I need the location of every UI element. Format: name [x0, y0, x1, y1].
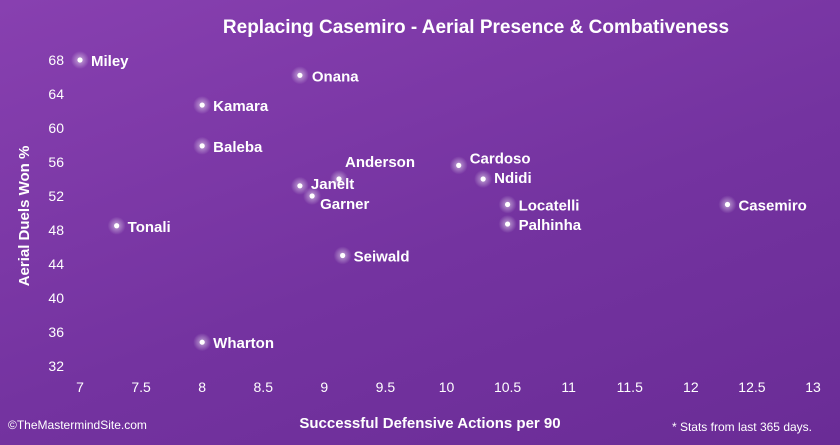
- data-point: [114, 223, 120, 229]
- data-point: [480, 176, 486, 182]
- point-label: Seiwald: [354, 249, 410, 266]
- stats-note: * Stats from last 365 days.: [672, 420, 812, 434]
- data-point: [199, 339, 205, 345]
- data-point: [297, 72, 303, 78]
- y-tick-label: 40: [48, 290, 64, 306]
- y-tick-label: 36: [48, 324, 64, 340]
- x-axis-ticks: 7 7.5 8 8.5 9 9.5 10 10.5 11 11.5 12 12.5 13: [76, 379, 821, 395]
- point-label: Garner: [320, 196, 369, 213]
- x-tick-label: 8: [198, 379, 206, 395]
- y-tick-label: 32: [48, 358, 64, 374]
- data-points: Miley Onana Kamara Baleba Anderson Janelt Garn…: [71, 51, 807, 352]
- y-tick-label: 64: [48, 86, 64, 102]
- x-tick-label: 9: [320, 379, 328, 395]
- data-point: [456, 162, 462, 168]
- point-label: Casemiro: [738, 198, 806, 215]
- y-axis-ticks: 32 36 40 44 48 52 56 60 64 68: [48, 52, 64, 374]
- data-point: [199, 143, 205, 149]
- point-label: Baleba: [213, 139, 263, 156]
- y-tick-label: 44: [48, 256, 64, 272]
- source-credit: ©TheMastermindSite.com: [8, 418, 147, 432]
- x-tick-label: 11: [561, 379, 576, 395]
- x-tick-label: 13: [805, 379, 821, 395]
- data-point: [309, 193, 315, 199]
- y-tick-label: 48: [48, 222, 64, 238]
- x-tick-label: 7: [76, 379, 84, 395]
- data-point: [504, 221, 511, 227]
- point-label: Miley: [91, 53, 129, 70]
- point-label: Kamara: [213, 98, 269, 115]
- point-label: Janelt: [311, 176, 354, 193]
- x-tick-label: 12: [683, 379, 699, 395]
- point-label: Wharton: [213, 335, 274, 352]
- point-label: Ndidi: [494, 170, 532, 187]
- x-tick-label: 10.5: [494, 379, 521, 395]
- point-label: Onana: [312, 68, 359, 85]
- x-axis-label: Successful Defensive Actions per 90: [299, 415, 560, 432]
- y-tick-label: 52: [48, 188, 64, 204]
- x-tick-label: 7.5: [131, 379, 151, 395]
- x-tick-label: 12.5: [738, 379, 765, 395]
- chart-title: Replacing Casemiro - Aerial Presence & C…: [223, 17, 729, 38]
- point-label: Anderson: [345, 154, 415, 171]
- y-tick-label: 68: [48, 52, 64, 68]
- data-point: [77, 57, 83, 63]
- data-point: [336, 176, 342, 182]
- x-tick-label: 9.5: [376, 379, 396, 395]
- point-label: Cardoso: [470, 150, 531, 167]
- data-point: [724, 201, 731, 208]
- data-point: [504, 201, 511, 208]
- point-label: Tonali: [128, 219, 171, 236]
- y-tick-label: 60: [48, 120, 64, 136]
- y-axis-label: Aerial Duels Won %: [16, 146, 33, 287]
- x-tick-label: 11.5: [617, 379, 643, 395]
- data-point: [340, 252, 346, 259]
- data-point: [297, 183, 303, 189]
- data-point: [199, 102, 205, 108]
- y-tick-label: 56: [48, 154, 64, 170]
- point-label: Locatelli: [519, 198, 580, 215]
- x-tick-label: 8.5: [254, 379, 274, 395]
- x-tick-label: 10: [439, 379, 455, 395]
- point-label: Palhinha: [519, 217, 582, 234]
